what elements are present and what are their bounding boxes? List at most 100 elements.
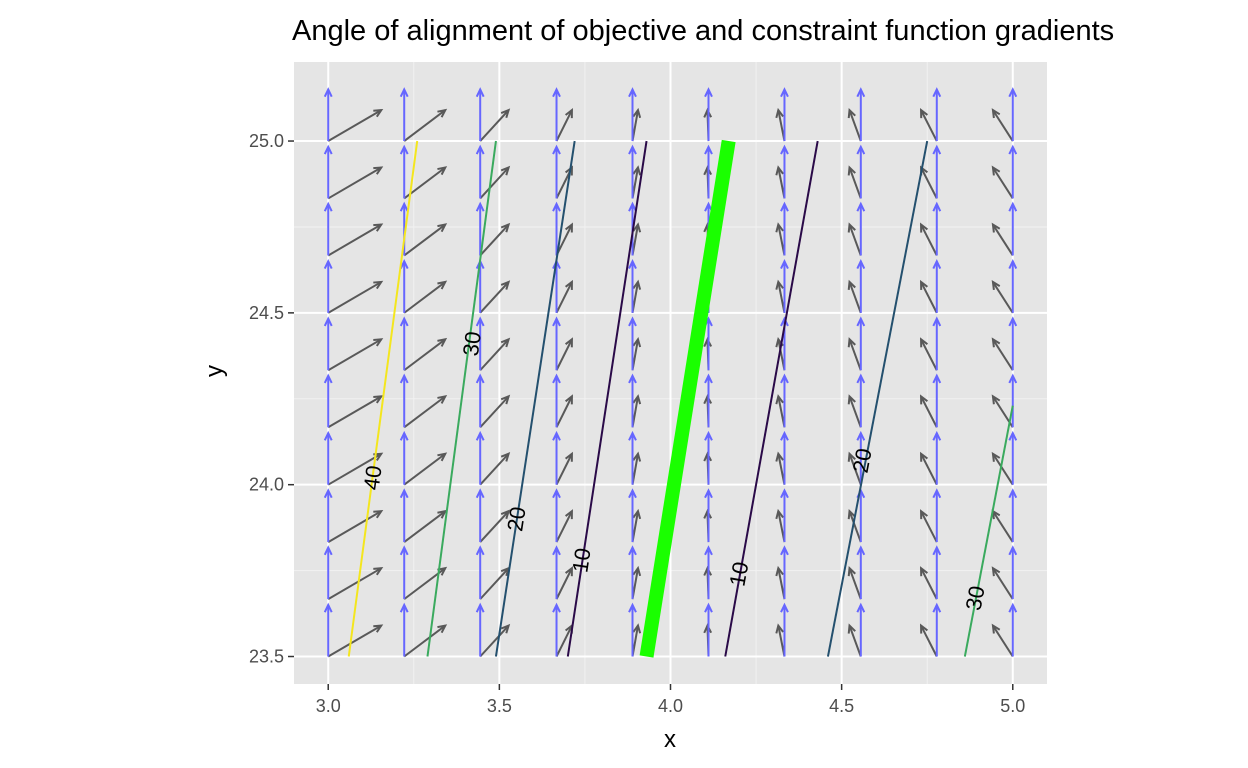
arrow-head (475, 144, 485, 155)
constraint-arrow (628, 488, 637, 543)
x-tick-label: 5.0 (1000, 696, 1025, 716)
arrow-head (932, 488, 942, 499)
objective-arrow (847, 107, 862, 142)
arrow-head (991, 566, 1001, 577)
arrow-shaft (920, 224, 938, 256)
constraint-arrow (704, 87, 713, 142)
arrow-head (932, 545, 942, 556)
objective-arrow (479, 452, 511, 486)
constraint-arrow (399, 373, 409, 428)
arrow-head (932, 201, 942, 212)
chart-title: Angle of alignment of objective and cons… (292, 15, 1114, 47)
objective-arrow (555, 451, 573, 486)
arrow-head (775, 508, 784, 520)
constraint-arrow (475, 87, 485, 142)
constraint-arrow (475, 201, 485, 256)
arrow-head (780, 545, 789, 556)
arrow-head (704, 144, 713, 155)
arrow-head (399, 488, 409, 499)
arrow-head (632, 623, 642, 634)
arrow-head (704, 488, 713, 499)
arrow-head (399, 144, 409, 155)
constraint-arrow (552, 602, 561, 657)
arrow-head (323, 488, 333, 499)
arrow-head (856, 87, 866, 98)
objective-arrow (327, 280, 384, 314)
arrow-head (932, 373, 942, 384)
arrow-head (632, 508, 642, 520)
arrow-shaft (920, 167, 938, 199)
arrow-head (373, 567, 384, 576)
constraint-arrow (475, 144, 485, 199)
arrow-head (564, 337, 573, 348)
objective-arrow (479, 394, 511, 428)
objective-arrow (403, 452, 448, 486)
constraint-arrow (780, 430, 789, 485)
arrow-head (500, 623, 511, 634)
arrow-head (847, 508, 856, 520)
constraint-arrow (552, 144, 561, 199)
arrow-head (847, 394, 856, 405)
arrow-head (919, 394, 929, 405)
constraint-arrow (780, 373, 789, 428)
constraint-arrow (704, 430, 713, 485)
constraint-arrow (475, 430, 485, 485)
arrow-head (475, 201, 485, 212)
arrow-shaft (327, 338, 382, 372)
arrow-shaft (479, 223, 510, 257)
y-tick-label: 23.5 (249, 647, 284, 667)
constraint-arrow (323, 259, 333, 313)
objective-arrow (991, 566, 1014, 600)
constraint-arrow (780, 201, 789, 256)
constraint-arrow (399, 316, 409, 371)
arrow-head (323, 87, 333, 98)
arrow-head (1008, 488, 1018, 499)
objective-arrow (847, 566, 862, 600)
constraint-arrow (856, 201, 866, 256)
constraint-arrow (856, 602, 866, 657)
arrow-head (437, 223, 448, 233)
arrow-shaft (403, 109, 446, 142)
arrow-shaft (479, 624, 510, 658)
arrow-head (704, 545, 713, 556)
constraint-arrow (780, 602, 789, 657)
constraint-arrow (475, 602, 485, 657)
arrow-shaft (479, 453, 510, 486)
arrow-head (847, 107, 856, 119)
objective-arrow (555, 337, 573, 371)
arrow-head (628, 144, 637, 155)
constraint-arrow (1008, 488, 1018, 543)
axes: 3.0 3.5 4.0 4.5 5.0 23.5 24.0 24.5 25.0 (249, 131, 1025, 716)
arrow-head (703, 337, 713, 348)
arrow-head (991, 279, 1001, 290)
arrow-shaft (848, 281, 862, 314)
arrow-head (991, 337, 1001, 348)
arrow-head (1008, 259, 1018, 269)
objective-arrow (479, 509, 511, 543)
objective-arrow (919, 566, 938, 600)
arrow-head (703, 107, 713, 118)
contour-line-0 (639, 139, 736, 658)
objective-arrow (991, 279, 1014, 314)
objective-arrow (327, 509, 384, 543)
objective-arrow (775, 565, 786, 600)
constraint-arrow (323, 430, 333, 485)
constraint-arrow (1008, 144, 1018, 199)
arrow-head (932, 259, 942, 269)
x-tick-label: 3.0 (316, 696, 341, 716)
objective-arrow (327, 338, 384, 372)
arrow-head (399, 545, 409, 556)
arrow-head (704, 201, 713, 212)
arrow-head (856, 545, 866, 556)
arrow-head (775, 165, 784, 176)
constraint-arrow (856, 430, 866, 485)
x-tick-label: 4.0 (658, 696, 683, 716)
constraint-arrow (1008, 602, 1018, 657)
objective-arrow (919, 623, 938, 657)
arrow-head (399, 259, 409, 269)
arrow-head (552, 602, 561, 613)
arrow-head (847, 566, 856, 577)
y-tick-label: 25.0 (249, 131, 284, 151)
arrow-head (552, 430, 561, 441)
